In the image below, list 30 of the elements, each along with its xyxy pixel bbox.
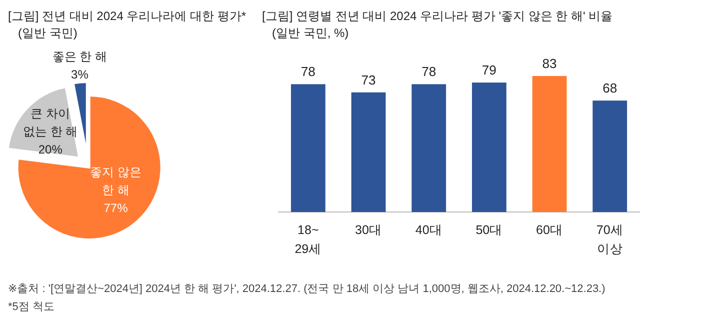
data-label: 77% [104, 201, 128, 216]
data-label: 78 [300, 64, 316, 80]
chart-title: [그림] 연령별 전년 대비 2024 우리나라 평가 '좋지 않은 한 해' 비율 [262, 9, 613, 23]
slice-label: 좋은 한 해 [52, 49, 108, 64]
bar [592, 100, 628, 212]
text: ※출처 : '[연말결산~2024년] 2024년 한 해 평가', 2024.12.27. (전국 만 18세 이상 남녀 1,000명, 웹조사, 2024.12.20.~12.23.) [8, 283, 606, 295]
data-label: 20% [38, 142, 63, 157]
data-label: 78 [422, 64, 436, 80]
x-tick-label: 60대 [536, 223, 563, 237]
bar [412, 84, 446, 212]
slice-label: 좋지 않은 한 해 [90, 165, 142, 198]
x-tick-label: 70세 이상 [596, 223, 624, 256]
chart-subtitle: (일반 국민, %) [272, 26, 349, 40]
slice-label: 큰 차이 없는 한 해 [23, 106, 78, 139]
data-label: 73 [361, 72, 376, 88]
x-tick-label: 40대 [415, 223, 442, 237]
x-tick-label: 18~ 29세 [294, 223, 322, 256]
data-label: 3% [71, 67, 89, 82]
bar [472, 82, 506, 212]
data-label: 68 [602, 80, 618, 96]
x-tick-label: 50대 [476, 223, 503, 237]
chart-subtitle: (일반 국민) [18, 26, 78, 40]
bar [290, 84, 326, 212]
x-tick-label: 30대 [355, 223, 382, 237]
text: *5점 척도 [8, 301, 54, 313]
bar [351, 92, 386, 212]
data-label: 83 [542, 56, 557, 71]
data-label: 79 [482, 62, 496, 78]
chart-title: [그림] 전년 대비 2024 우리나라에 대한 평가* [8, 9, 246, 23]
bar [532, 76, 567, 212]
